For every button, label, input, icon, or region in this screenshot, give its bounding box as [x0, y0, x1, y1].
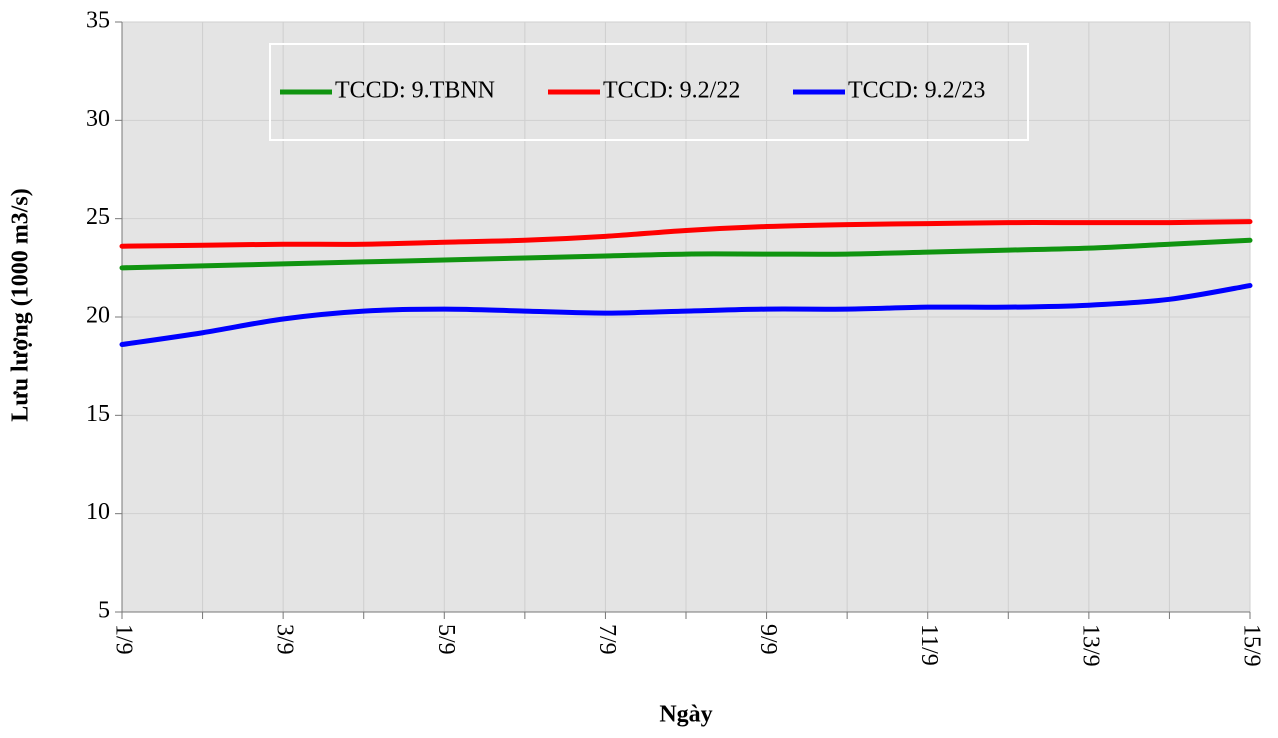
y-tick-label: 5 — [98, 598, 110, 624]
legend-label: TCCD: 9.TBNN — [335, 78, 495, 104]
x-tick-label: 11/9 — [916, 624, 942, 666]
y-tick-label: 35 — [86, 8, 110, 34]
y-axis-title: Lưu lượng (1000 m3/s) — [8, 188, 34, 421]
y-tick-label: 25 — [86, 204, 110, 230]
x-tick-label: 7/9 — [594, 624, 620, 655]
series-line — [119, 283, 1253, 348]
x-tick-label: 5/9 — [433, 624, 459, 655]
series-line — [119, 219, 1253, 249]
y-tick-label: 20 — [86, 303, 110, 329]
y-tick-label: 30 — [86, 106, 110, 132]
x-tick-label: 9/9 — [755, 624, 781, 655]
y-tick-label: 15 — [86, 401, 110, 427]
y-tick-label: 10 — [86, 499, 110, 525]
series-line — [119, 237, 1253, 271]
x-tick-label: 15/9 — [1238, 624, 1264, 667]
x-tick-label: 1/9 — [110, 624, 136, 655]
legend-label: TCCD: 9.2/23 — [848, 78, 985, 104]
legend-box — [269, 43, 1029, 141]
x-tick-label: 3/9 — [272, 624, 298, 655]
legend-label: TCCD: 9.2/22 — [603, 78, 740, 104]
x-axis-title: Ngày — [659, 702, 712, 728]
x-tick-label: 13/9 — [1077, 624, 1103, 667]
